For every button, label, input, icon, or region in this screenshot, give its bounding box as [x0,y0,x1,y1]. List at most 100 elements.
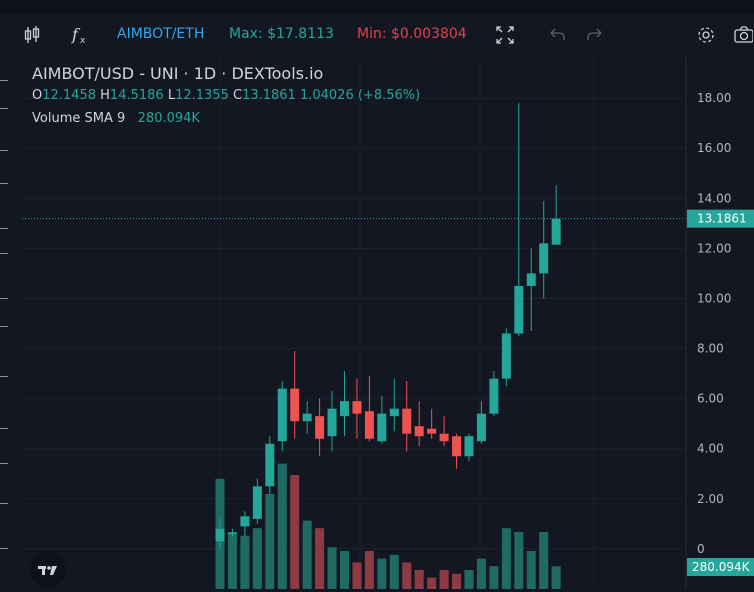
volume-bar [290,475,300,589]
candle-body [551,218,561,245]
volume-bar [501,528,511,589]
volume-bar [464,570,474,589]
svg-text:x: x [80,36,86,46]
volume-value: 280.094K [137,111,200,126]
drawing-tool[interactable] [0,183,8,184]
candle-body [252,486,262,519]
volume-bar [389,554,399,589]
redo-icon[interactable] [585,24,605,46]
volume-label: Volume SMA 9 [32,111,126,126]
candle-body [389,408,399,417]
fullscreen-icon[interactable] [495,24,515,46]
candle-body [240,516,250,527]
candle-body [290,388,300,422]
candle-body [377,413,387,442]
volume-bars [215,463,561,589]
top-strip [0,0,754,14]
indicators-icon[interactable]: f x [70,24,90,46]
volume-bar [265,494,275,589]
candle-body [315,416,325,439]
volume-bar [414,570,424,589]
last-price-badge [687,209,754,228]
drawing-tool[interactable] [0,228,8,229]
chart-toolbar: f x AIMBOT/ETH Max: $17.8113 Min: $0.003… [0,14,754,58]
volume-bar [377,558,387,589]
volume-bar [402,562,412,589]
volume-bar [364,551,374,589]
volume-bar [551,566,561,589]
volume-readout: Volume SMA 9 280.094K [32,111,200,126]
volume-bar [489,566,499,589]
undo-icon[interactable] [547,24,567,46]
volume-bar [315,528,325,589]
tradingview-logo[interactable] [30,552,66,588]
low-value: 12.1355 [175,88,229,103]
candle-body [402,408,412,434]
drawing-tool[interactable] [0,428,8,429]
candle-body [501,333,511,379]
candle-body [439,433,449,442]
price-tick-label: 0 [697,542,705,556]
svg-text:f: f [71,25,81,44]
drawing-tool[interactable] [0,503,8,504]
price-axis[interactable]: 18.00 16.00 14.00 12.00 10.00 8.00 6.00 4.00 2.0… [687,91,754,576]
drawing-tool[interactable] [0,326,8,327]
low-label: L [167,88,176,103]
drawing-tool[interactable] [0,463,8,464]
tradingview-icon [38,566,57,575]
drawing-tool[interactable] [0,298,8,299]
candle-body [352,401,362,414]
candle-body [340,401,349,417]
volume-bar [514,532,524,589]
min-price: Min: $0.003804 [357,26,467,42]
open-label: O [32,88,43,103]
drawing-toolbar [0,58,20,589]
candle-body [476,413,486,442]
volume-bar [427,577,437,589]
volume-bar [352,562,362,589]
grid-lines [22,58,686,589]
open-value: 12.1458 [42,88,96,103]
max-price: Max: $17.8113 [229,26,334,42]
volume-bar [439,570,449,589]
chart-title: AIMBOT/USD - UNI · 1D · DEXTools.io [32,64,324,83]
drawing-tool[interactable] [0,548,8,549]
price-tick-label: 14.00 [697,191,731,205]
price-chart[interactable]: 18.00 16.00 14.00 12.00 10.00 8.00 6.00 4.00 2.0… [0,58,754,589]
price-tick-label: 6.00 [697,392,724,406]
price-tick-label: 8.00 [697,342,724,356]
price-tick-label: 16.00 [697,141,731,155]
volume-bar [476,558,486,589]
candle-body [526,273,536,286]
price-tick-label: 10.00 [697,291,731,305]
price-tick-label: 12.00 [697,241,731,255]
last-price-label: 13.1861 [697,212,747,226]
pair-link[interactable]: AIMBOT/ETH [117,26,205,42]
drawing-tool[interactable] [0,253,8,254]
price-tick-label: 4.00 [697,442,724,456]
volume-bar [539,532,549,589]
drawing-tool[interactable] [0,108,8,109]
price-tick-label: 18.00 [697,91,731,105]
volume-axis-label: 280.094K [692,560,751,574]
drawing-tool[interactable] [0,80,8,81]
volume-bar [340,551,349,589]
drawing-tool[interactable] [0,150,8,151]
candle-body [277,388,287,442]
candle-body [539,243,549,274]
gear-icon[interactable] [696,24,716,46]
drawing-tool[interactable] [0,376,8,377]
camera-icon[interactable] [733,24,753,46]
candle-body [227,532,237,534]
candle-body [489,378,499,414]
change-value: 1.04026 (+8.56%) [299,88,421,103]
candle-body [514,285,524,334]
volume-bar [302,520,312,589]
candle-body [414,426,424,437]
close-value: 13.1861 [242,88,296,103]
candles-icon[interactable] [22,24,42,46]
candle-body [427,428,437,434]
ohlc-readout: O12.1458 H14.5186 L12.1355 C13.1861 1.04… [32,88,420,103]
volume-badge [687,558,754,576]
candle-body [452,436,462,457]
